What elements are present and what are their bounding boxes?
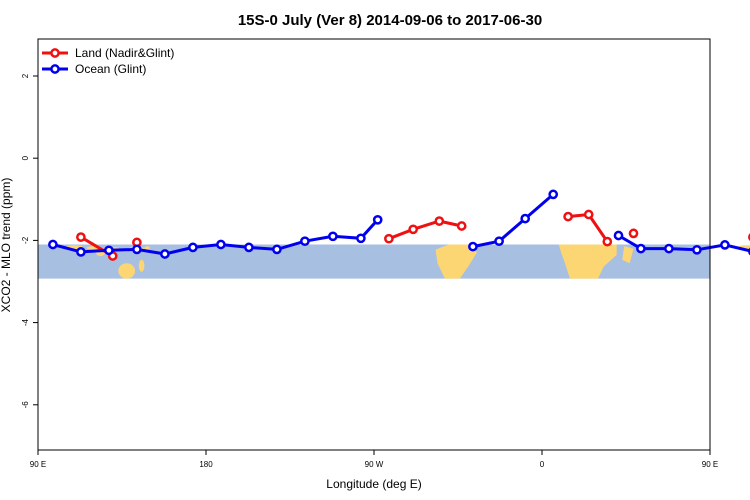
series-line [617, 234, 750, 253]
data-point [720, 240, 730, 250]
data-point [244, 242, 254, 253]
data-point [104, 245, 114, 256]
legend-label: Land (Nadir&Glint) [75, 46, 174, 60]
data-point [520, 213, 531, 224]
data-point [160, 249, 170, 259]
x-tick-label: 90 E [30, 460, 46, 469]
land-island [144, 246, 150, 250]
series-line [388, 219, 463, 241]
data-point [664, 243, 674, 254]
legend-marker [50, 48, 60, 58]
data-point [563, 211, 573, 222]
data-point [468, 241, 478, 252]
land-south-america [435, 244, 477, 279]
data-point [628, 228, 639, 239]
data-point [456, 221, 467, 231]
data-point [583, 209, 594, 220]
data-point [272, 244, 282, 255]
series-line [472, 193, 555, 249]
data-point [434, 216, 445, 226]
land-madagascar [622, 246, 634, 264]
data-point [372, 214, 383, 225]
y-tick-label: 2 [21, 73, 30, 78]
data-point [548, 189, 559, 200]
legend-item: Land (Nadir&Glint) [42, 46, 174, 60]
data-point [328, 231, 338, 242]
chart-title: 15S-0 July (Ver 8) 2014-09-06 to 2017-06… [238, 12, 542, 29]
data-point [384, 233, 394, 244]
data-point [636, 243, 646, 254]
data-point [300, 236, 310, 247]
data-point [216, 239, 226, 250]
data-point [602, 236, 613, 247]
y-axis-label: XCO2 - MLO trend (ppm) [0, 178, 13, 313]
land-africa [558, 244, 617, 279]
data-point [408, 224, 419, 235]
y-axis: 2 0 -2 -4 -6 [21, 73, 38, 408]
series-ocean [48, 189, 750, 259]
x-tick-label: 180 [199, 460, 213, 469]
data-point [356, 233, 366, 244]
data-point [76, 232, 86, 242]
land-island [118, 263, 136, 279]
x-axis: 90 E 180 90 W 0 90 E [30, 450, 718, 469]
y-tick-label: -6 [21, 401, 30, 409]
data-point [76, 247, 86, 257]
data-point [48, 239, 58, 250]
legend-label: Ocean (Glint) [75, 62, 146, 76]
data-point [188, 242, 198, 253]
x-tick-label: 90 E [702, 460, 718, 469]
x-tick-label: 90 W [365, 460, 384, 469]
data-point [613, 230, 624, 241]
legend-marker [50, 64, 60, 74]
data-point [132, 244, 142, 255]
data-point [692, 244, 702, 255]
x-axis-label: Longitude (deg E) [326, 477, 421, 491]
x-tick-label: 0 [540, 460, 545, 469]
y-tick-label: -2 [21, 236, 30, 244]
y-tick-label: -4 [21, 318, 30, 326]
y-tick-label: 0 [21, 155, 30, 160]
plot-area [38, 189, 750, 279]
legend-item: Ocean (Glint) [42, 62, 146, 76]
legend: Land (Nadir&Glint) Ocean (Glint) [42, 46, 174, 76]
data-point [494, 236, 504, 247]
land-island [138, 259, 145, 272]
